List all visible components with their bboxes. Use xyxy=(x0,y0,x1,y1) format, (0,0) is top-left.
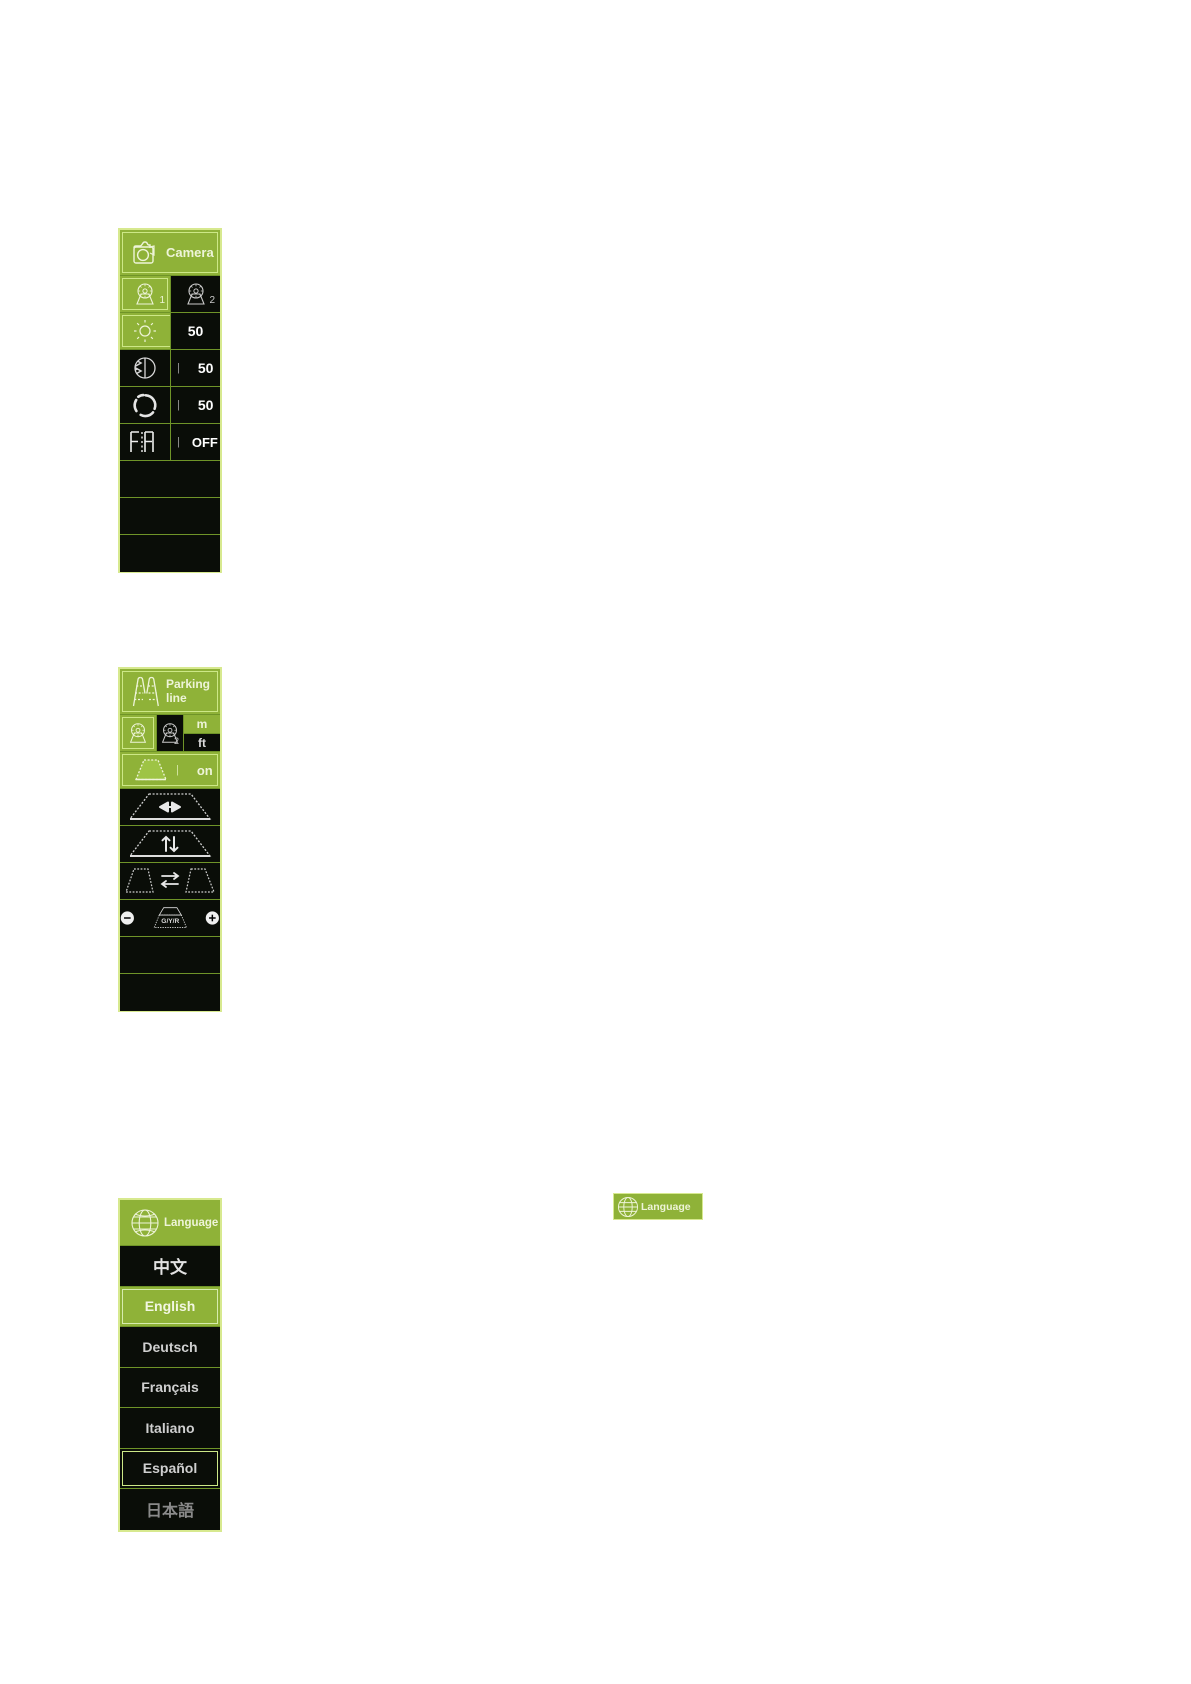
svg-text:G/Y/R: G/Y/R xyxy=(161,918,179,925)
